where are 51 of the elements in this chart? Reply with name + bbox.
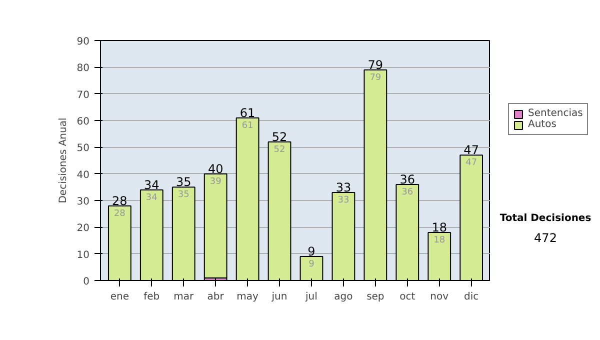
y-tick-label: 0 [83, 276, 90, 288]
total-label: 52 [272, 130, 288, 144]
data-label: 61 [242, 120, 254, 131]
total-label: 47 [464, 143, 479, 158]
data-label: 34 [146, 192, 158, 203]
x-tick-label: dic [464, 292, 479, 302]
y-tick-label: 80 [76, 63, 90, 74]
total-label: 79 [368, 58, 384, 72]
data-label: 18 [434, 236, 446, 246]
data-label: 39 [210, 176, 222, 187]
total-label: 34 [144, 178, 160, 192]
y-tick-label: 70 [76, 90, 90, 101]
x-tick-label: jun [270, 292, 288, 302]
x-tick-label: feb [144, 292, 160, 302]
x-tick-label: mar [174, 292, 194, 302]
x-tick-label: abr [207, 292, 225, 302]
y-tick-label: 10 [76, 250, 90, 261]
y-tick-label: 20 [76, 223, 90, 234]
x-tick-label: ene [110, 292, 130, 302]
y-tick-label: 50 [76, 143, 90, 154]
total-label: 40 [208, 162, 224, 176]
data-label: 9 [308, 260, 315, 270]
x-tick-label: nov [430, 292, 449, 302]
data-label: 28 [114, 208, 126, 219]
x-tick-label: ago [334, 292, 353, 302]
total-label: 9 [308, 244, 316, 258]
text: 472 [534, 230, 557, 245]
data-label: 52 [274, 144, 286, 155]
x-tick-label: sep [366, 292, 384, 302]
total-label: 36 [400, 172, 416, 186]
y-tick-label: 90 [76, 36, 90, 48]
y-tick-label: 30 [76, 196, 90, 208]
data-label: 36 [402, 188, 414, 198]
data-label: 33 [338, 196, 350, 206]
y-tick-label: 60 [76, 116, 90, 128]
text: Total Decisiones [500, 213, 592, 224]
x-tick-label: jul [304, 292, 318, 302]
total-label: 18 [432, 220, 447, 234]
data-label: 79 [370, 72, 382, 83]
legend-label: Sentencias [528, 108, 583, 119]
total-label: 28 [112, 194, 128, 208]
y-tick-label: 40 [76, 170, 90, 181]
total-label: 33 [336, 180, 352, 194]
total-label: 61 [240, 106, 256, 120]
x-tick-label: oct [400, 292, 416, 302]
data-label: 35 [178, 190, 190, 200]
data-label: 47 [466, 158, 478, 168]
x-tick-label: may [236, 292, 259, 302]
y-axis-title: Decisiones Anual [58, 118, 69, 204]
total-label: 35 [176, 175, 192, 190]
legend-label: Autos [528, 119, 556, 130]
